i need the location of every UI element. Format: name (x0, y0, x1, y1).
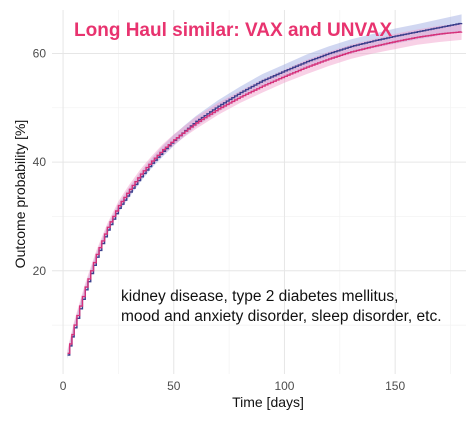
x-tick-label: 0 (60, 379, 67, 393)
annotation-line-2: mood and anxiety disorder, sleep disorde… (121, 308, 442, 325)
confidence-band-2 (67, 23, 462, 358)
y-tick-label: 40 (33, 155, 47, 169)
grid-layer (52, 10, 466, 374)
tick-labels: 0 50 100 150 20 40 60 (33, 46, 406, 393)
chart-title: Long Haul similar: VAX and UNVAX (74, 20, 393, 41)
x-tick-label: 50 (167, 379, 181, 393)
series-lines (67, 22, 463, 356)
y-axis-label: Outcome probability [%] (12, 119, 28, 269)
chart-annotation: kidney disease, type 2 diabetes mellitus… (121, 287, 442, 327)
x-axis-label: Time [days] (232, 394, 304, 410)
series-line-2 (67, 31, 463, 355)
x-tick-label: 100 (274, 379, 294, 393)
annotation-line-1: kidney disease, type 2 diabetes mellitus… (121, 288, 399, 305)
confidence-band-1 (67, 14, 462, 359)
y-tick-label: 60 (33, 46, 47, 60)
confidence-bands (67, 14, 462, 359)
x-tick-label: 150 (385, 379, 405, 393)
y-tick-label: 20 (33, 264, 47, 278)
